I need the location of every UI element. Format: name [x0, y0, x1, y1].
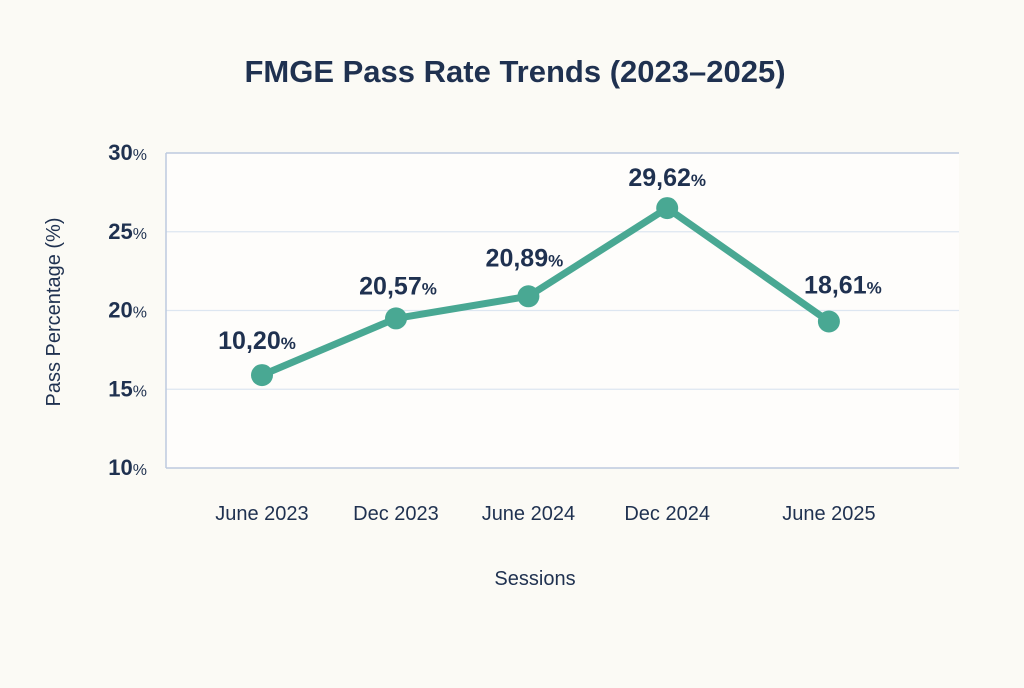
y-tick-label: 20% — [108, 298, 147, 323]
data-label: 18,61% — [804, 272, 882, 300]
data-label: 20,89% — [486, 244, 564, 272]
data-point — [251, 364, 273, 387]
x-axis-title: Sessions — [494, 568, 575, 590]
x-tick-label: Dec 2023 — [353, 503, 439, 525]
data-label: 20,57% — [359, 272, 437, 300]
y-tick-label: 10% — [108, 455, 147, 480]
x-tick-label: Dec 2024 — [624, 503, 710, 525]
data-label: 10,20% — [218, 327, 296, 355]
x-tick-label: June 2025 — [782, 503, 875, 525]
x-axis-tick-labels: June 2023 Dec 2023 June 2024 Dec 2024 June 2… — [215, 503, 875, 525]
y-axis-tick-labels: 10% 15% 20% 25% 30% — [108, 140, 147, 480]
y-axis-title: Pass Percentage (%) — [43, 218, 65, 407]
data-label: 29,62% — [628, 164, 706, 192]
data-points — [251, 197, 840, 387]
data-value-labels: 10,20% 20,57% 20,89% 29,62% 18,61% — [218, 164, 882, 355]
data-point — [817, 310, 840, 333]
y-tick-label: 15% — [108, 376, 147, 401]
x-tick-label: June 2024 — [482, 503, 575, 525]
chart-title: FMGE Pass Rate Trends (2023–2025) — [244, 54, 785, 89]
y-tick-label: 30% — [108, 140, 147, 165]
gridlines — [165, 152, 959, 469]
y-tick-label: 25% — [108, 219, 147, 244]
data-point — [656, 197, 679, 220]
data-point — [385, 307, 407, 330]
x-tick-label: June 2023 — [215, 503, 308, 525]
data-point — [517, 285, 540, 308]
